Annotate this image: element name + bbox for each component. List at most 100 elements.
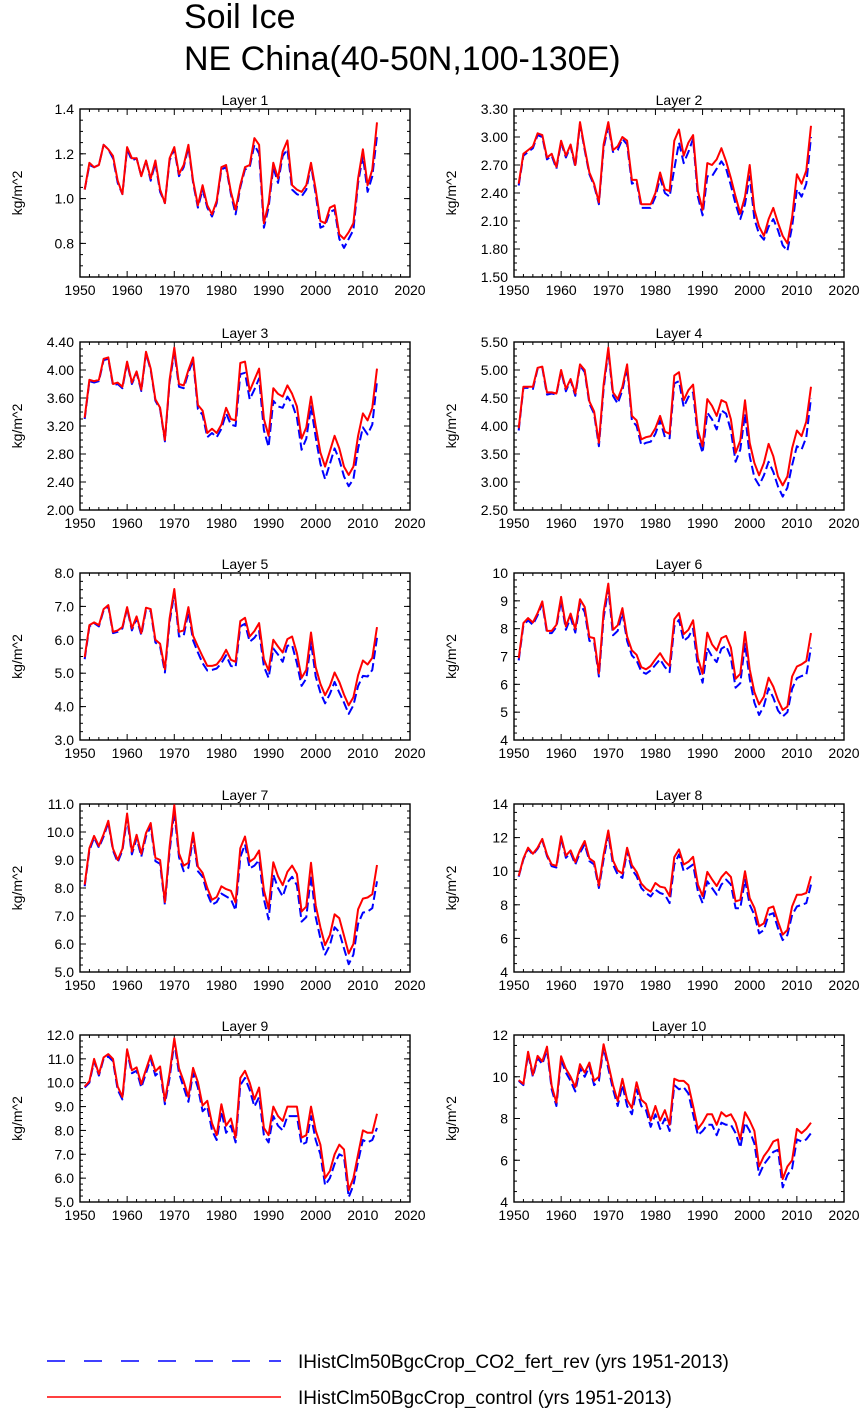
- y-axis-label: kg/m^2: [9, 865, 25, 910]
- y-tick-label: 7: [500, 649, 508, 665]
- x-tick-label: 1960: [546, 282, 577, 298]
- x-tick-label: 1990: [253, 1207, 284, 1223]
- y-axis-label: kg/m^2: [9, 403, 25, 448]
- y-tick-label: 4.50: [481, 390, 508, 406]
- x-tick-label: 2000: [734, 515, 765, 531]
- x-tick-label: 2020: [828, 282, 859, 298]
- x-tick-label: 2010: [347, 515, 378, 531]
- panel-layer-2: Layer 2 kg/m^2 1950 1960 1970 1980 1990 2000 201…: [443, 92, 860, 298]
- series-line-control: [517, 346, 812, 487]
- panel-title: Layer 2: [656, 92, 703, 108]
- x-tick-label: 2000: [734, 977, 765, 993]
- plot-frame: [513, 803, 845, 973]
- panel-title: Layer 10: [652, 1018, 707, 1034]
- x-tick-label: 2000: [734, 1207, 765, 1223]
- legend: IHistClm50BgcCrop_CO2_fert_rev (yrs 1951…: [47, 1352, 729, 1409]
- plot-frame: [79, 572, 411, 741]
- y-axis-label: kg/m^2: [9, 170, 25, 215]
- x-tick-label: 1980: [206, 745, 237, 761]
- y-tick-label: 1.4: [55, 101, 75, 117]
- series-line-control: [517, 829, 812, 936]
- y-tick-label: 1.2: [55, 146, 75, 162]
- panel-title: Layer 3: [222, 325, 269, 341]
- y-tick-label: 2.40: [481, 185, 508, 201]
- y-tick-label: 5.50: [481, 334, 508, 350]
- y-tick-label: 2.50: [481, 502, 508, 518]
- series-line-control: [83, 588, 378, 707]
- y-tick-label: 6.0: [55, 632, 75, 648]
- x-tick-label: 2000: [734, 282, 765, 298]
- y-tick-label: 4: [500, 732, 508, 748]
- y-tick-label: 8: [500, 897, 508, 913]
- panel-title: Layer 1: [222, 92, 269, 108]
- series-line-control: [518, 1043, 812, 1180]
- x-tick-label: 1950: [64, 977, 95, 993]
- panel-title: Layer 6: [656, 556, 703, 572]
- panel-layer-3: Layer 3 kg/m^2 1950 1960 1970 1980 1990 2000 201…: [9, 325, 426, 531]
- panel-title: Layer 8: [656, 787, 703, 803]
- y-tick-label: 3.0: [55, 732, 75, 748]
- legend-label-2: IHistClm50BgcCrop_control (yrs 1951-2013…: [298, 1388, 672, 1409]
- x-tick-label: 1960: [546, 1207, 577, 1223]
- y-tick-label: 6: [500, 676, 508, 692]
- series-line-control: [83, 1037, 378, 1192]
- y-tick-label: 3.50: [481, 446, 508, 462]
- x-tick-label: 1990: [687, 977, 718, 993]
- panel-layer-8: Layer 8 kg/m^2 1950 1960 1970 1980 1990 2000 201…: [443, 787, 860, 993]
- y-tick-label: 3.60: [47, 390, 74, 406]
- y-tick-label: 10: [492, 565, 508, 581]
- y-tick-label: 1.80: [481, 241, 508, 257]
- panel-layer-7: Layer 7 kg/m^2 1950 1960 1970 1980 1990 2000 201…: [9, 787, 426, 993]
- y-tick-label: 6: [500, 1152, 508, 1168]
- x-tick-label: 1960: [546, 745, 577, 761]
- x-tick-label: 1970: [593, 1207, 624, 1223]
- y-tick-label: 9.0: [55, 852, 75, 868]
- x-tick-label: 1970: [159, 745, 190, 761]
- y-tick-label: 3.00: [481, 474, 508, 490]
- y-tick-label: 5.0: [55, 1194, 75, 1210]
- x-tick-label: 1990: [687, 282, 718, 298]
- x-tick-label: 2010: [347, 282, 378, 298]
- x-tick-label: 1950: [498, 977, 529, 993]
- y-tick-label: 12: [492, 830, 508, 846]
- x-tick-label: 2010: [781, 515, 812, 531]
- x-tick-label: 2020: [828, 745, 859, 761]
- panel-layer-1: Layer 1 kg/m^2 1950 1960 1970 1980 1990 2000 201…: [9, 92, 426, 298]
- x-tick-label: 1950: [498, 1207, 529, 1223]
- x-tick-label: 2020: [828, 1207, 859, 1223]
- y-tick-label: 11.0: [48, 1051, 74, 1067]
- x-tick-label: 1990: [253, 282, 284, 298]
- y-tick-label: 6.0: [55, 936, 75, 952]
- x-tick-label: 2010: [347, 745, 378, 761]
- x-tick-label: 1970: [159, 515, 190, 531]
- series-line-co2-fert-rev: [83, 1041, 378, 1199]
- panel-layer-9: Layer 9 kg/m^2 1950 1960 1970 1980 1990 2000 201…: [9, 1018, 426, 1223]
- series-line-control: [83, 804, 378, 955]
- series-line-co2-fert-rev: [517, 587, 812, 718]
- y-tick-label: 2.10: [481, 213, 508, 229]
- x-tick-label: 1990: [253, 515, 284, 531]
- x-tick-label: 1980: [640, 515, 671, 531]
- x-tick-label: 2020: [828, 515, 859, 531]
- x-tick-label: 1960: [112, 977, 143, 993]
- y-tick-label: 8: [500, 621, 508, 637]
- x-tick-label: 1970: [593, 282, 624, 298]
- y-tick-label: 4.40: [47, 334, 74, 350]
- y-tick-label: 10.0: [47, 1075, 74, 1091]
- y-axis-label: kg/m^2: [443, 865, 459, 910]
- y-tick-label: 4.00: [47, 362, 74, 378]
- y-tick-label: 6.0: [55, 1170, 75, 1186]
- y-axis-label: kg/m^2: [443, 1096, 459, 1141]
- y-tick-label: 14: [492, 796, 508, 812]
- x-tick-label: 1970: [159, 977, 190, 993]
- y-tick-label: 4.0: [55, 699, 75, 715]
- series-line-control: [517, 582, 812, 711]
- x-tick-label: 2000: [300, 1207, 331, 1223]
- plot-frame: [513, 572, 845, 741]
- x-tick-label: 2000: [300, 977, 331, 993]
- x-tick-label: 1960: [112, 1207, 143, 1223]
- y-tick-label: 5.0: [55, 964, 75, 980]
- x-tick-label: 2020: [394, 515, 425, 531]
- y-tick-label: 10: [492, 863, 508, 879]
